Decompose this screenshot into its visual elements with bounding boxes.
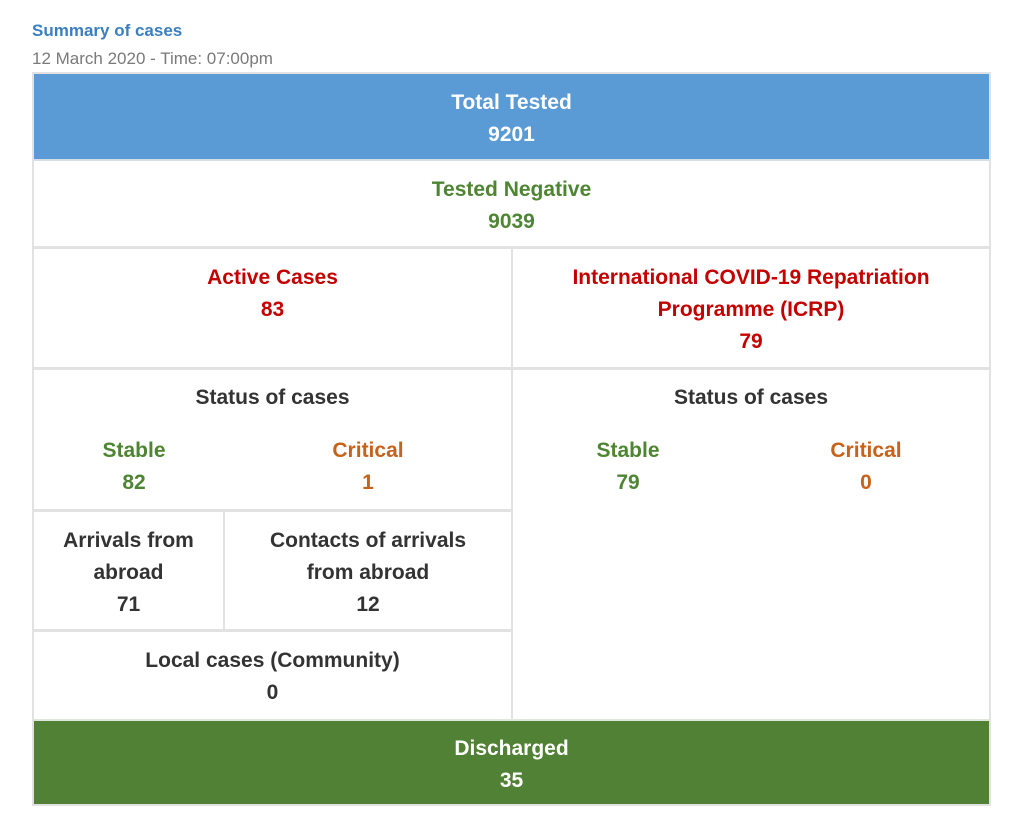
discharged-value: 35: [499, 769, 524, 792]
total-tested-cell: Total Tested 9201: [34, 74, 989, 161]
local-cases-value: 0: [266, 681, 279, 704]
active-stable-label: Stable: [102, 439, 166, 462]
arrivals-abroad-cell: Arrivals from abroad 71: [34, 512, 225, 632]
page-title: Summary of cases: [32, 21, 183, 40]
icrp-cell: International COVID-19 Repatriation Prog…: [513, 249, 989, 370]
icrp-stable-value: 79: [616, 471, 640, 494]
icrp-stable: Stable 79: [528, 435, 728, 499]
icrp-critical-label: Critical: [830, 439, 902, 462]
tested-negative-value: 9039: [488, 210, 535, 233]
active-cases-label: Active Cases: [207, 266, 338, 289]
contacts-arrivals-cell: Contacts of arrivals from abroad 12: [225, 512, 513, 632]
discharged-cell: Discharged 35: [34, 719, 989, 804]
icrp-label-line1: International COVID-19 Repatriation: [572, 266, 930, 289]
icrp-critical: Critical 0: [766, 435, 966, 499]
icrp-label-line2: Programme (ICRP): [657, 298, 845, 321]
report-timestamp: 12 March 2020 - Time: 07:00pm: [32, 49, 273, 68]
discharged-label: Discharged: [454, 737, 569, 760]
arrivals-label-line1: Arrivals from: [63, 529, 194, 552]
icrp-status-heading: Status of cases: [673, 386, 829, 409]
active-stable-value: 82: [122, 471, 146, 494]
active-critical-value: 1: [362, 471, 374, 494]
active-status-cell: Status of cases Stable 82 Critical 1: [34, 370, 513, 512]
active-critical-label: Critical: [332, 439, 404, 462]
active-cases-value: 83: [260, 298, 285, 321]
active-status-heading: Status of cases: [195, 386, 350, 409]
summary-table: Total Tested 9201 Tested Negative 9039 A…: [32, 72, 991, 806]
tested-negative-cell: Tested Negative 9039: [34, 161, 989, 249]
arrivals-label-line2: abroad: [93, 561, 164, 584]
total-tested-value: 9201: [488, 123, 535, 146]
active-critical: Critical 1: [268, 435, 468, 499]
icrp-status-cell: Status of cases Stable 79 Critical 0: [513, 370, 989, 719]
contacts-value: 12: [356, 593, 380, 616]
local-cases-cell: Local cases (Community) 0: [34, 632, 513, 719]
tested-negative-label: Tested Negative: [431, 178, 592, 201]
active-cases-cell: Active Cases 83: [34, 249, 513, 370]
icrp-stable-label: Stable: [596, 439, 660, 462]
total-tested-label: Total Tested: [451, 91, 572, 114]
icrp-value: 79: [739, 330, 763, 353]
icrp-critical-value: 0: [860, 471, 872, 494]
contacts-label-line1: Contacts of arrivals: [269, 529, 467, 552]
local-cases-label: Local cases (Community): [145, 649, 400, 672]
active-stable: Stable 82: [34, 435, 234, 499]
contacts-label-line2: from abroad: [306, 561, 430, 584]
arrivals-value: 71: [116, 593, 141, 616]
